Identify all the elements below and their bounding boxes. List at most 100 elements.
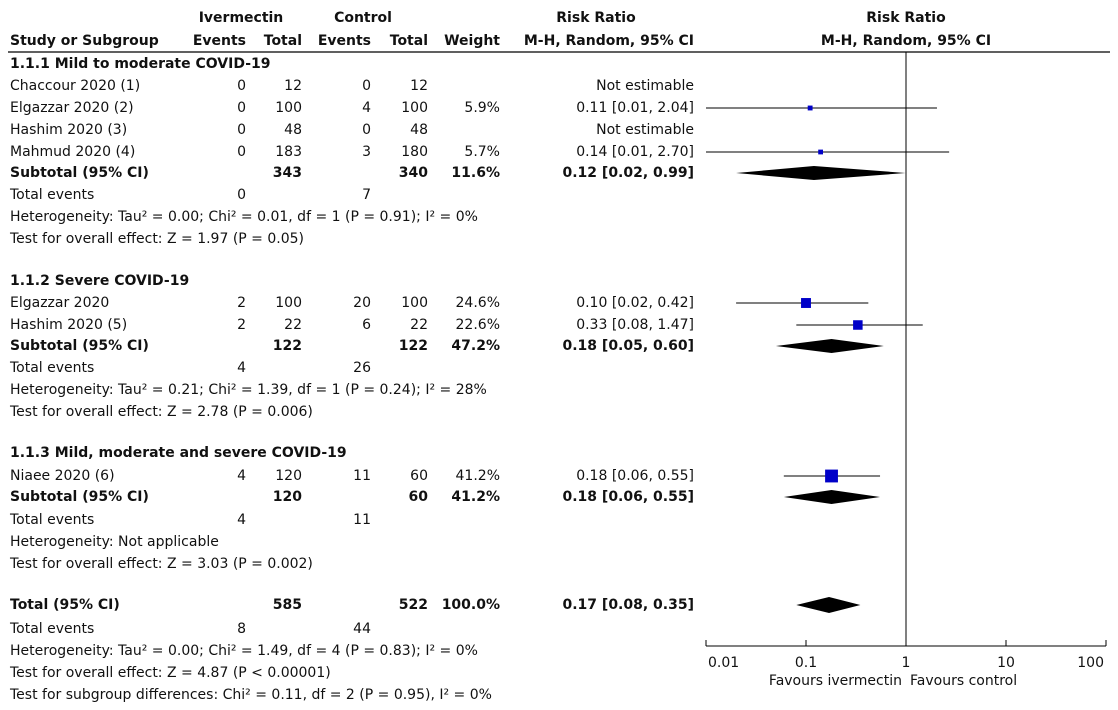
x-tick-label: 0.1 xyxy=(795,655,817,671)
subtotal-label: Subtotal (95% CI) xyxy=(10,489,149,505)
heterogeneity: Heterogeneity: Not applicable xyxy=(10,534,219,550)
total-label: Total (95% CI) xyxy=(10,597,120,613)
total-events-control: 44 xyxy=(353,621,371,637)
total-events-label: Total events xyxy=(10,187,95,203)
events-control: 0 xyxy=(362,122,371,138)
study-weight: 41.2% xyxy=(455,468,500,484)
study-name: Mahmud 2020 (4) xyxy=(10,144,136,160)
study-name: Hashim 2020 (3) xyxy=(10,122,128,138)
events-ivermectin: 0 xyxy=(237,78,246,94)
overall-effect: Test for overall effect: Z = 1.97 (P = 0… xyxy=(10,231,304,247)
events-control: 4 xyxy=(362,100,371,116)
subgroup-title: 1.1.1 Mild to moderate COVID-19 xyxy=(10,56,271,72)
events-control: 3 xyxy=(362,144,371,160)
subtotal-weight: 11.6% xyxy=(451,165,500,181)
study-ci: Not estimable xyxy=(596,122,694,138)
study-ci: 0.14 [0.01, 2.70] xyxy=(576,144,694,160)
subtotal-ci: 0.18 [0.06, 0.55] xyxy=(562,489,695,505)
total-control: 48 xyxy=(410,122,428,138)
total-events-ivermectin: 4 xyxy=(237,512,246,528)
header-control: Control xyxy=(334,10,392,26)
overall-effect: Test for overall effect: Z = 2.78 (P = 0… xyxy=(10,404,313,420)
study-weight: 24.6% xyxy=(455,295,500,311)
study-name: Niaee 2020 (6) xyxy=(10,468,115,484)
subtotal-ci: 0.18 [0.05, 0.60] xyxy=(562,338,695,354)
heterogeneity: Heterogeneity: Tau² = 0.21; Chi² = 1.39,… xyxy=(10,382,487,398)
study-weight: 5.9% xyxy=(464,100,500,116)
study-point xyxy=(853,320,863,330)
events-control: 6 xyxy=(362,317,371,333)
total-ivermectin: 100 xyxy=(275,100,302,116)
study-weight: 5.7% xyxy=(464,144,500,160)
subgroup-title: 1.1.3 Mild, moderate and severe COVID-19 xyxy=(10,445,347,461)
x-tick-label: 0.01 xyxy=(708,655,739,671)
study-ci: 0.33 [0.08, 1.47] xyxy=(576,317,694,333)
events-ivermectin: 0 xyxy=(237,100,246,116)
subtotal-ci: 0.12 [0.02, 0.99] xyxy=(562,165,695,181)
events-control: 20 xyxy=(353,295,371,311)
total-ivermectin: 48 xyxy=(284,122,302,138)
total-control: 180 xyxy=(401,144,428,160)
header-events-1: Events xyxy=(192,33,246,49)
subtotal-diamond xyxy=(783,490,881,504)
x-tick-label: 10 xyxy=(997,655,1015,671)
subtotal-diamond xyxy=(736,166,906,180)
x-tick-label: 1 xyxy=(902,655,911,671)
study-ci: Not estimable xyxy=(596,78,694,94)
events-ivermectin: 2 xyxy=(237,317,246,333)
total-heterogeneity: Heterogeneity: Tau² = 0.00; Chi² = 1.49,… xyxy=(10,643,478,659)
total-events-control: 11 xyxy=(353,512,371,528)
heterogeneity: Heterogeneity: Tau² = 0.00; Chi² = 0.01,… xyxy=(10,209,478,225)
events-control: 0 xyxy=(362,78,371,94)
total-events-control: 26 xyxy=(353,360,371,376)
study-weight: 22.6% xyxy=(455,317,500,333)
header-weight: Weight xyxy=(444,33,500,49)
favours-control-label: Favours control xyxy=(910,673,1017,689)
header-method: M-H, Random, 95% CI xyxy=(523,33,694,49)
total-ivermectin: 22 xyxy=(284,317,302,333)
subtotal-label: Subtotal (95% CI) xyxy=(10,165,149,181)
total-control: 22 xyxy=(410,317,428,333)
total-control: 100 xyxy=(401,100,428,116)
subtotal-total-control: 60 xyxy=(408,489,428,505)
total-ivermectin: 183 xyxy=(275,144,302,160)
total-n-ivermectin: 585 xyxy=(272,597,302,613)
events-ivermectin: 0 xyxy=(237,122,246,138)
total-events-ivermectin: 0 xyxy=(237,187,246,203)
plot-header-method: M-H, Random, 95% CI xyxy=(820,33,992,49)
total-ivermectin: 100 xyxy=(275,295,302,311)
subtotal-total-control: 340 xyxy=(398,165,428,181)
study-ci: 0.11 [0.01, 2.04] xyxy=(576,100,694,116)
study-name: Elgazzar 2020 (2) xyxy=(10,100,134,116)
subgroup-differences: Test for subgroup differences: Chi² = 0.… xyxy=(10,687,492,703)
total-ivermectin: 120 xyxy=(275,468,302,484)
subgroup-title: 1.1.2 Severe COVID-19 xyxy=(10,273,190,289)
total-control: 100 xyxy=(401,295,428,311)
study-name: Hashim 2020 (5) xyxy=(10,317,128,333)
favours-ivermectin-label: Favours ivermectin xyxy=(769,673,902,689)
total-ci: 0.17 [0.08, 0.35] xyxy=(562,597,695,613)
total-events-control: 7 xyxy=(362,187,371,203)
subtotal-total-ivermectin: 343 xyxy=(272,165,302,181)
header-study: Study or Subgroup xyxy=(10,33,159,49)
subtotal-weight: 47.2% xyxy=(451,338,500,354)
events-control: 11 xyxy=(353,468,371,484)
total-events-label: Total events xyxy=(10,621,95,637)
events-ivermectin: 4 xyxy=(237,468,246,484)
subtotal-total-ivermectin: 120 xyxy=(272,489,302,505)
total-diamond xyxy=(796,597,861,613)
study-point xyxy=(818,149,824,155)
total-n-control: 522 xyxy=(398,597,428,613)
study-name: Chaccour 2020 (1) xyxy=(10,78,141,94)
study-point xyxy=(807,105,813,111)
events-ivermectin: 0 xyxy=(237,144,246,160)
study-ci: 0.18 [0.06, 0.55] xyxy=(576,468,694,484)
header-risk-ratio: Risk Ratio xyxy=(556,10,636,26)
plot-header-risk-ratio: Risk Ratio xyxy=(866,10,946,26)
subtotal-label: Subtotal (95% CI) xyxy=(10,338,149,354)
header-events-2: Events xyxy=(317,33,371,49)
study-ci: 0.10 [0.02, 0.42] xyxy=(576,295,694,311)
study-point xyxy=(825,469,838,483)
